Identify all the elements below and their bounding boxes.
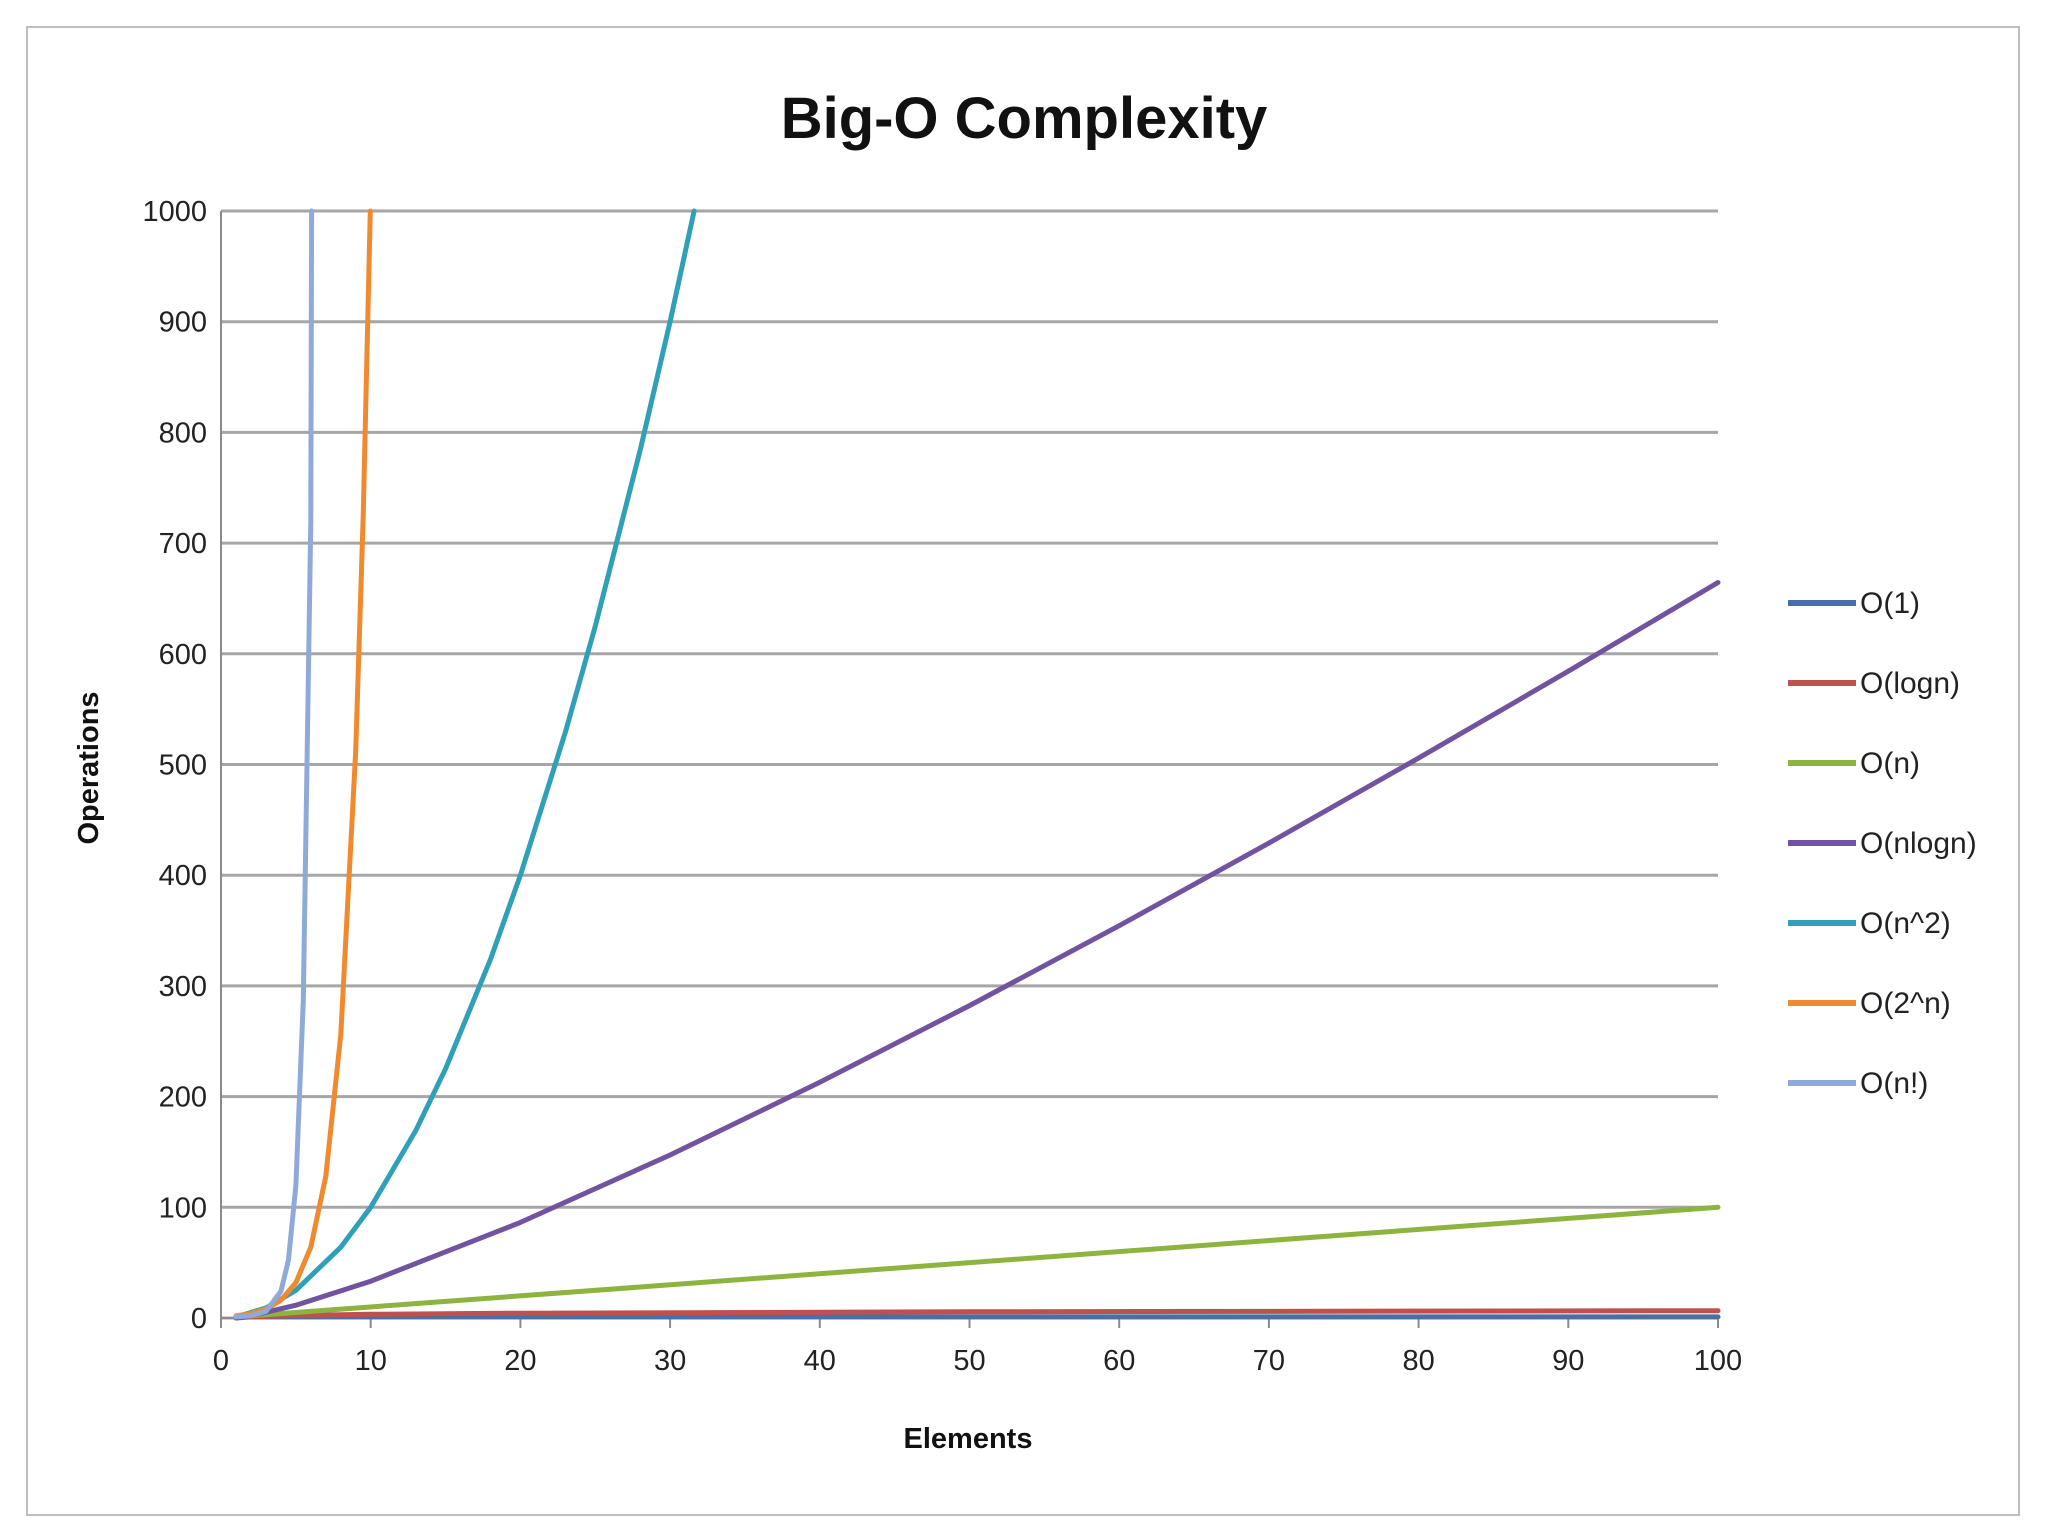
x-tick-label: 40 [804,1345,836,1377]
x-tick-label: 20 [504,1345,536,1377]
series-line-o-n- [233,208,315,1320]
y-tick-label: 600 [159,639,207,671]
y-tick-label: 0 [191,1303,207,1335]
x-tick-label: 10 [355,1345,387,1377]
x-tick-label: 90 [1552,1345,1584,1377]
y-tick-label: 700 [159,528,207,560]
legend: O(1) O(logn) O(n) O(nlogn) O(n^2) O(2^n) O(n!) [1788,587,1977,1100]
chart-title: Big-O Complexity [781,86,1268,151]
legend-label: O(n) [1860,747,1920,780]
y-tick-label: 800 [159,417,207,449]
x-tick-label: 100 [1694,1345,1742,1377]
legend-label: O(nlogn) [1860,827,1977,860]
x-tick-label: 60 [1103,1345,1135,1377]
series-line-o-nlogn- [233,580,1721,1321]
legend-label: O(logn) [1860,667,1960,700]
legend-label: O(n!) [1860,1067,1928,1100]
y-axis-ticks: 0 100 200 300 400 500 600 700 800 900 1000 [142,196,207,1335]
x-tick-label: 50 [953,1345,985,1377]
x-tick-label: 0 [213,1345,229,1377]
x-tick-label: 30 [654,1345,686,1377]
chart-frame: Big-O Complexity 0 100 200 300 400 500 600 700 8… [26,26,2020,1516]
y-tick-label: 500 [159,750,207,782]
x-tick-label: 70 [1253,1345,1285,1377]
series-line-o-n- [233,1204,1721,1320]
x-tick-label: 80 [1402,1345,1434,1377]
y-tick-label: 400 [159,860,207,892]
y-axis-label: Operations [73,691,105,844]
y-tick-label: 900 [159,307,207,339]
legend-label: O(n^2) [1860,907,1951,940]
y-tick-label: 200 [159,1082,207,1114]
x-axis-ticks: 0 10 20 30 40 50 60 70 80 90 100 [213,1318,1742,1377]
gridlines [221,209,1718,1320]
legend-label: O(2^n) [1860,987,1951,1020]
series-lines [233,208,1721,1321]
legend-label: O(1) [1860,587,1920,620]
y-tick-label: 300 [159,971,207,1003]
y-tick-label: 1000 [142,196,207,228]
series-line-o-n-2- [233,208,697,1320]
x-axis-label: Elements [904,1423,1033,1455]
chart: Big-O Complexity 01002003004005006007008… [73,86,1977,1455]
y-tick-label: 100 [159,1192,207,1224]
